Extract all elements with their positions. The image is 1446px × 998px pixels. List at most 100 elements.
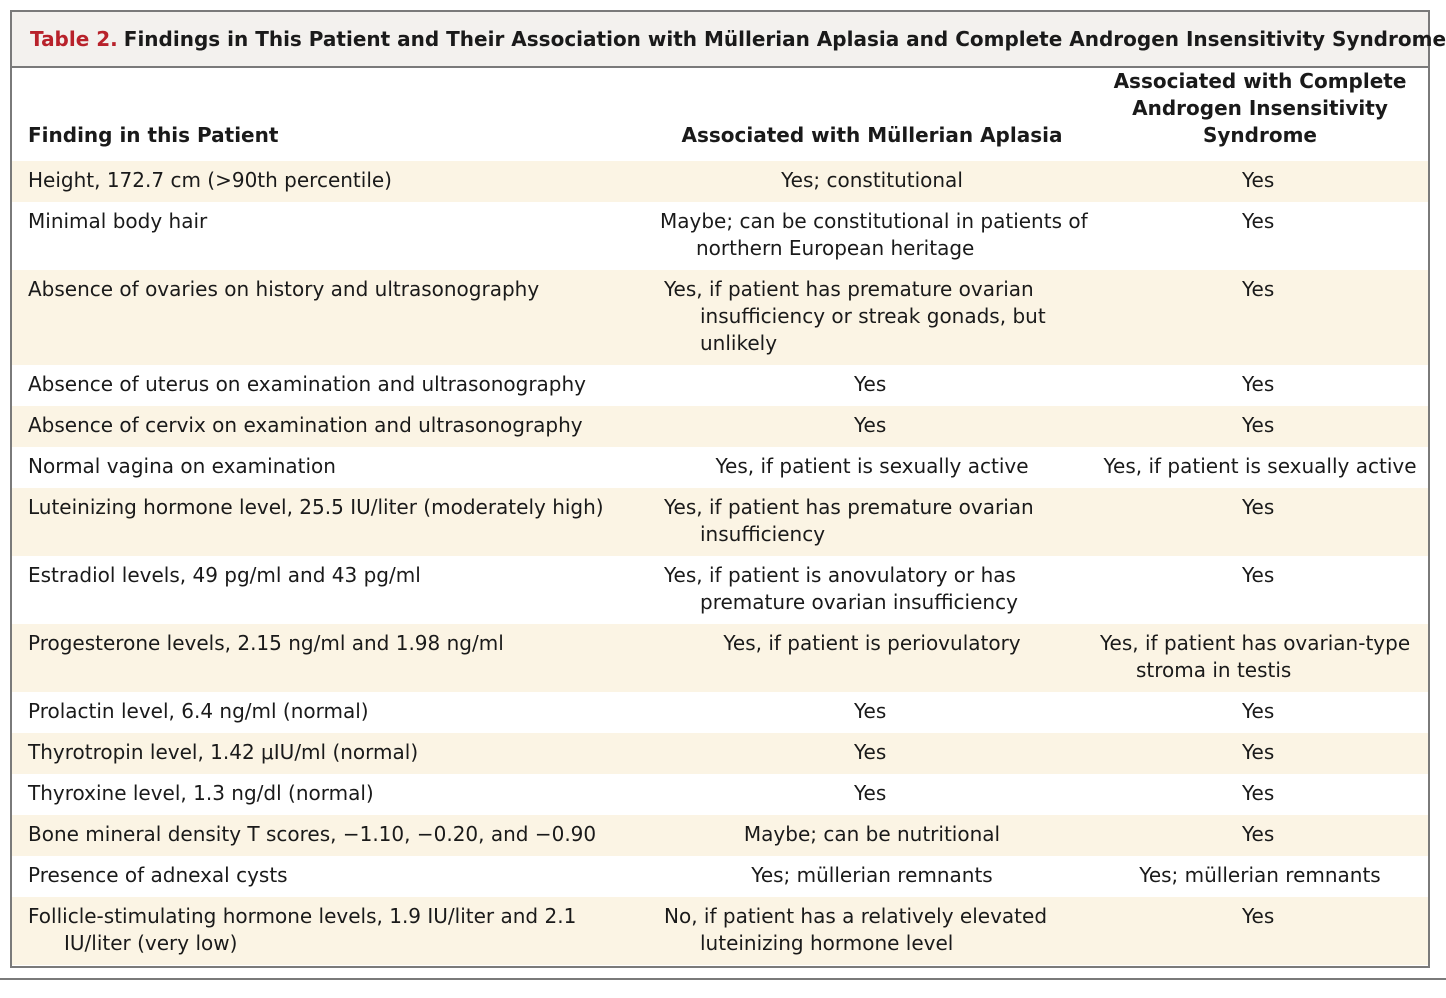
header-mullerian: Associated with Müllerian Aplasia xyxy=(681,123,1063,147)
mullerian-cell: Yes, if patient has premature ovarian in… xyxy=(652,488,1092,556)
mullerian-text: Yes, if patient is anovulatory or has pr… xyxy=(664,563,1018,614)
table-row: Estradiol levels, 49 pg/ml and 43 pg/ml … xyxy=(12,556,1428,624)
mullerian-cell: Yes, if patient is sexually active xyxy=(652,447,1092,488)
cais-cell: Yes, if patient has ovarian-type stroma … xyxy=(1092,624,1428,692)
header-cais: Associated with Complete Androgen Insens… xyxy=(1092,68,1428,161)
table-row: Presence of adnexal cysts Yes; müllerian… xyxy=(12,856,1428,897)
finding-cell: Normal vagina on examination xyxy=(28,454,336,478)
finding-cell: Prolactin level, 6.4 ng/ml (normal) xyxy=(28,699,369,723)
mullerian-cell: Yes xyxy=(652,774,1092,815)
header-cais-line2: Androgen Insensitivity Syndrome xyxy=(1132,96,1388,147)
table-caption: Table 2. Findings in This Patient and Th… xyxy=(12,12,1446,68)
mullerian-text: Yes xyxy=(854,372,887,396)
cais-cell: Yes xyxy=(1092,202,1428,270)
cais-cell: Yes xyxy=(1092,774,1428,815)
table-number: Table 2. xyxy=(30,27,118,51)
mullerian-text: Yes; constitutional xyxy=(781,168,963,192)
cais-cell: Yes; müllerian remnants xyxy=(1092,856,1428,897)
table-row: Absence of cervix on examination and ult… xyxy=(12,406,1428,447)
table-row: Minimal body hair Maybe; can be constitu… xyxy=(12,202,1428,270)
header-row: Finding in this Patient Associated with … xyxy=(12,68,1428,161)
table-title: Findings in This Patient and Their Assoc… xyxy=(123,27,1446,51)
cais-text: Yes xyxy=(1242,699,1275,723)
table-row: Luteinizing hormone level, 25.5 IU/liter… xyxy=(12,488,1428,556)
finding-cell: Absence of cervix on examination and ult… xyxy=(12,406,652,447)
mullerian-text: Yes, if patient has premature ovarian in… xyxy=(664,277,1046,355)
mullerian-text: Yes, if patient is sexually active xyxy=(715,454,1029,478)
mullerian-cell: Yes xyxy=(652,365,1092,406)
mullerian-text: Yes xyxy=(854,699,887,723)
finding-cell: Thyrotropin level, 1.42 μIU/ml (normal) xyxy=(12,733,652,774)
cais-text: Yes, if patient has ovarian-type stroma … xyxy=(1100,631,1411,682)
mullerian-cell: Yes; constitutional xyxy=(652,161,1092,202)
cais-text: Yes xyxy=(1242,413,1275,437)
cais-text: Yes xyxy=(1242,822,1275,846)
table-row: Absence of uterus on examination and ult… xyxy=(12,365,1428,406)
cais-text: Yes xyxy=(1242,277,1275,301)
cais-cell: Yes, if patient is sexually active xyxy=(1092,447,1428,488)
header-cais-line1: Associated with Complete xyxy=(1113,69,1407,93)
mullerian-cell: Yes, if patient has premature ovarian in… xyxy=(652,270,1092,365)
mullerian-text: Yes; müllerian remnants xyxy=(751,863,993,887)
mullerian-text: Yes, if patient is periovulatory xyxy=(723,631,1021,655)
cais-cell: Yes xyxy=(1092,556,1428,624)
mullerian-cell: Yes xyxy=(652,692,1092,733)
cais-text: Yes xyxy=(1242,495,1275,519)
findings-table: Finding in this Patient Associated with … xyxy=(12,68,1428,965)
cais-cell: Yes xyxy=(1092,815,1428,856)
table-row: Thyroxine level, 1.3 ng/dl (normal) Yes … xyxy=(12,774,1428,815)
cais-text: Yes; müllerian remnants xyxy=(1139,863,1381,887)
table-row: Prolactin level, 6.4 ng/ml (normal) Yes … xyxy=(12,692,1428,733)
mullerian-text: Yes xyxy=(854,413,887,437)
cais-text: Yes xyxy=(1242,781,1275,805)
cais-text: Yes xyxy=(1242,904,1275,928)
table-row: Thyrotropin level, 1.42 μIU/ml (normal) … xyxy=(12,733,1428,774)
finding-text: Follicle-stimulating hormone levels, 1.9… xyxy=(28,904,577,955)
finding-cell: Thyroxine level, 1.3 ng/dl (normal) xyxy=(28,781,374,805)
mullerian-text: No, if patient has a relatively elevated… xyxy=(664,904,1048,955)
finding-cell: Follicle-stimulating hormone levels, 1.9… xyxy=(12,897,652,965)
finding-cell: Bone mineral density T scores, −1.10, −0… xyxy=(12,815,652,856)
cais-cell: Yes xyxy=(1092,488,1428,556)
table-row: Progesterone levels, 2.15 ng/ml and 1.98… xyxy=(12,624,1428,692)
mullerian-cell: Yes, if patient is anovulatory or has pr… xyxy=(652,556,1092,624)
mullerian-cell: No, if patient has a relatively elevated… xyxy=(652,897,1092,965)
finding-cell: Absence of uterus on examination and ult… xyxy=(28,372,587,396)
cais-text: Yes xyxy=(1242,740,1275,764)
mullerian-cell: Yes, if patient is periovulatory xyxy=(652,624,1092,692)
mullerian-cell: Yes; müllerian remnants xyxy=(652,856,1092,897)
finding-cell: Luteinizing hormone level, 25.5 IU/liter… xyxy=(12,488,652,556)
cais-cell: Yes xyxy=(1092,733,1428,774)
cais-cell: Yes xyxy=(1092,365,1428,406)
table-frame: Table 2. Findings in This Patient and Th… xyxy=(10,10,1446,968)
mullerian-text: Maybe; can be constitutional in patients… xyxy=(660,209,1088,260)
table-row: Follicle-stimulating hormone levels, 1.9… xyxy=(12,897,1428,965)
mullerian-cell: Yes xyxy=(652,733,1092,774)
mullerian-cell: Maybe; can be constitutional in patients… xyxy=(652,202,1092,270)
header-finding: Finding in this Patient xyxy=(28,123,279,147)
cais-text: Yes xyxy=(1242,209,1275,233)
finding-cell: Estradiol levels, 49 pg/ml and 43 pg/ml xyxy=(28,563,421,587)
cais-cell: Yes xyxy=(1092,692,1428,733)
mullerian-text: Yes xyxy=(854,740,887,764)
mullerian-text: Maybe; can be nutritional xyxy=(743,822,1001,846)
table-row: Bone mineral density T scores, −1.10, −0… xyxy=(12,815,1428,856)
finding-cell: Absence of ovaries on history and ultras… xyxy=(12,270,652,365)
finding-cell: Presence of adnexal cysts xyxy=(28,863,288,887)
cais-text: Yes, if patient is sexually active xyxy=(1103,454,1417,478)
cais-text: Yes xyxy=(1242,372,1275,396)
cais-cell: Yes xyxy=(1092,897,1428,965)
mullerian-text: Yes, if patient has premature ovarian in… xyxy=(664,495,1034,546)
cais-text: Yes xyxy=(1242,168,1275,192)
finding-cell: Minimal body hair xyxy=(28,209,208,233)
finding-cell: Height, 172.7 cm (>90th percentile) xyxy=(12,161,652,202)
cais-text: Yes xyxy=(1242,563,1275,587)
bottom-rule xyxy=(0,978,1446,980)
mullerian-cell: Yes xyxy=(652,406,1092,447)
table-row: Height, 172.7 cm (>90th percentile) Yes;… xyxy=(12,161,1428,202)
cais-cell: Yes xyxy=(1092,161,1428,202)
table-row: Normal vagina on examination Yes, if pat… xyxy=(12,447,1428,488)
finding-cell: Progesterone levels, 2.15 ng/ml and 1.98… xyxy=(12,624,652,692)
mullerian-cell: Maybe; can be nutritional xyxy=(652,815,1092,856)
mullerian-text: Yes xyxy=(854,781,887,805)
